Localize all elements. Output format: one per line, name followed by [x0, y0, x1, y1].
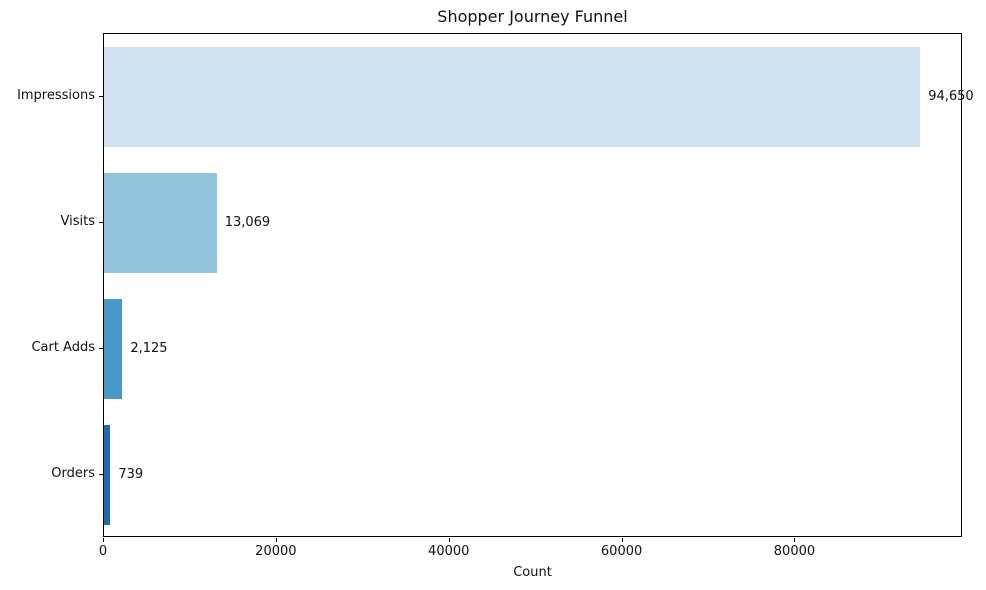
x-tick-mark — [448, 538, 450, 542]
x-tick-mark — [103, 538, 104, 542]
y-tick-mark — [99, 474, 103, 475]
x-axis-label: Count — [513, 565, 552, 580]
plot-area: 94,650 13,069 2,125 739 — [103, 33, 974, 537]
x-tick-mark — [794, 538, 796, 542]
x-tick-label-0: 0 — [98, 544, 108, 559]
y-tick-label-cart-adds: Cart Adds — [31, 340, 95, 355]
x-tick-label-80000: 80000 — [773, 544, 816, 559]
x-tick-label-20000: 20000 — [255, 544, 297, 559]
x-tick-mark — [621, 538, 623, 542]
chart-title: Shopper Journey Funnel — [437, 7, 628, 26]
bar-value-label-cart-adds: 2,125 — [130, 341, 168, 356]
y-tick-mark — [99, 96, 103, 97]
y-tick-label-impressions: Impressions — [17, 88, 95, 103]
y-tick-mark — [99, 348, 103, 349]
x-tick-label-40000: 40000 — [428, 544, 470, 559]
y-tick-label-orders: Orders — [51, 466, 95, 481]
y-tick-mark — [99, 222, 103, 223]
bar-value-label-visits: 13,069 — [224, 215, 271, 230]
bar-impressions — [104, 46, 921, 148]
y-tick-label-visits: Visits — [60, 214, 95, 229]
bar-cart-adds — [104, 298, 123, 400]
bar-value-label-impressions: 94,650 — [928, 89, 974, 104]
bar-orders — [104, 424, 111, 526]
x-tick-mark — [275, 538, 277, 542]
y-axis-category-labels: Impressions Visits Cart Adds Orders — [0, 33, 95, 537]
x-tick-label-60000: 60000 — [600, 544, 643, 559]
bar-value-label-orders: 739 — [118, 467, 144, 482]
bar-visits — [104, 172, 217, 274]
